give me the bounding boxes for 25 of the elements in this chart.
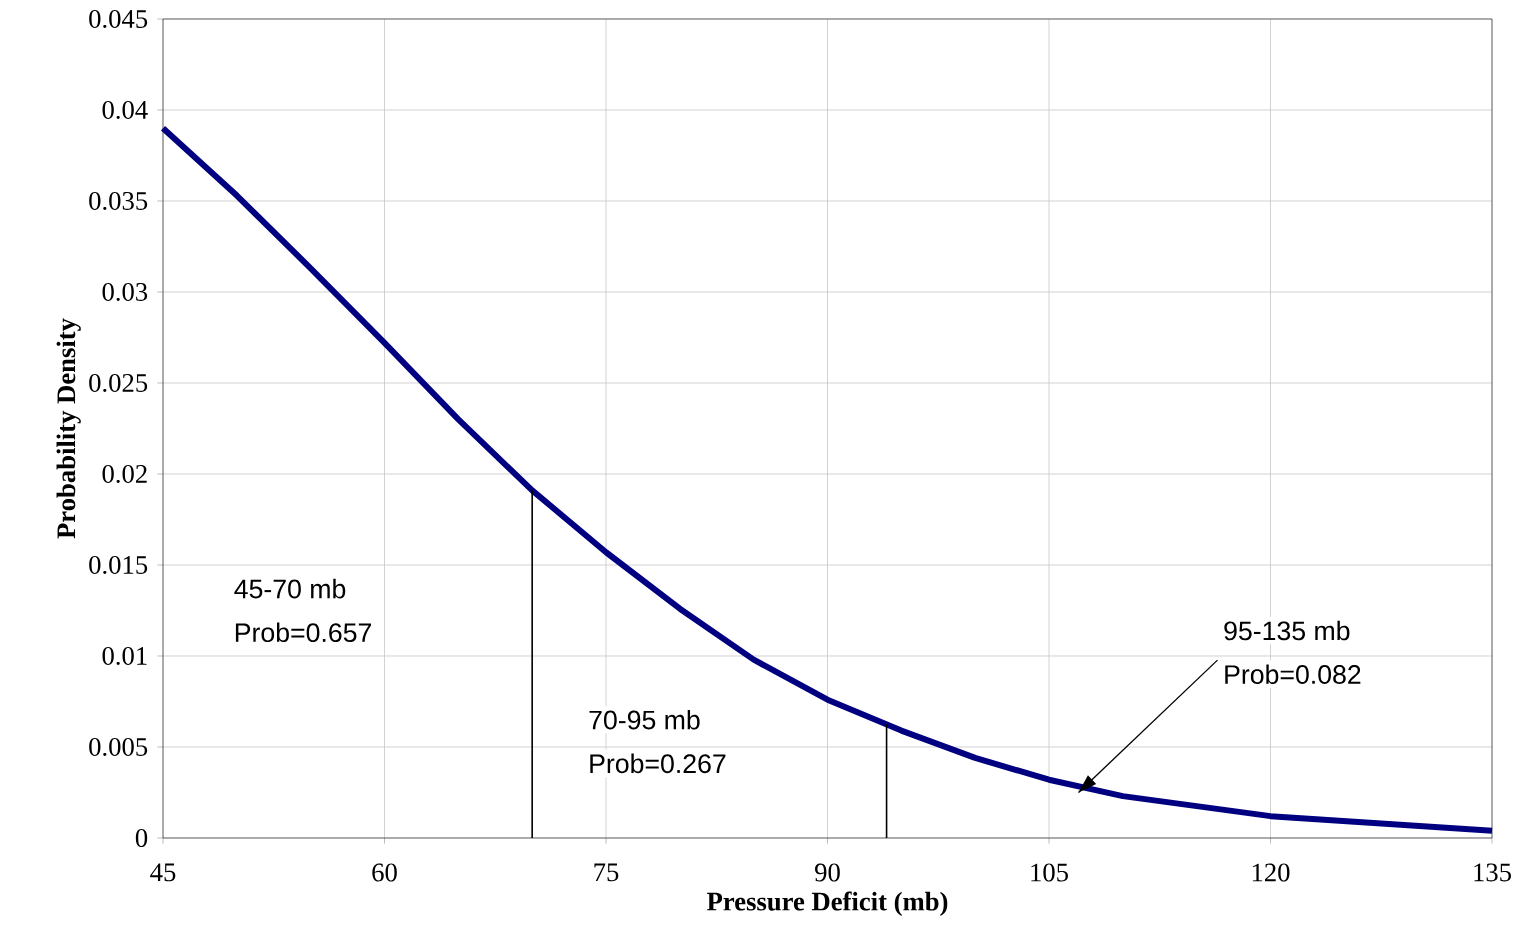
annotation: 70-95 mb (589, 709, 700, 730)
y-tick-label: 0.035 (89, 191, 148, 211)
y-tick-label: 0.02 (102, 464, 147, 484)
annotation: Prob=0.267 (590, 753, 726, 774)
annotation: 95-135 mb (1224, 620, 1350, 641)
y-tick-label: 0.045 (89, 9, 148, 29)
y-tick-label: 0.03 (102, 282, 148, 302)
x-tick-label: 60 (372, 863, 397, 882)
annotation: Prob=0.657 (235, 622, 371, 643)
x-axis-title: Pressure Deficit (mb) (707, 891, 948, 916)
x-tick-label: 105 (1031, 863, 1068, 882)
y-tick-label: 0.04 (102, 100, 148, 120)
annotation: Prob=0.082 (1225, 664, 1361, 684)
x-tick-label: 75 (594, 863, 619, 882)
y-tick-label: 0.025 (89, 373, 148, 393)
x-tick-label: 90 (815, 863, 840, 882)
y-tick-label: 0.005 (89, 737, 148, 757)
y-tick-label: 0.01 (102, 646, 147, 666)
x-tick-label: 45 (150, 863, 176, 882)
x-tick-label: 120 (1252, 863, 1290, 882)
y-axis-title: Probability Density (56, 318, 81, 539)
annotation: 45-70 mb (234, 578, 346, 599)
y-tick-label: 0.015 (89, 555, 148, 575)
x-tick-label: 135 (1474, 863, 1511, 882)
y-tick-label: 0 (135, 828, 148, 847)
